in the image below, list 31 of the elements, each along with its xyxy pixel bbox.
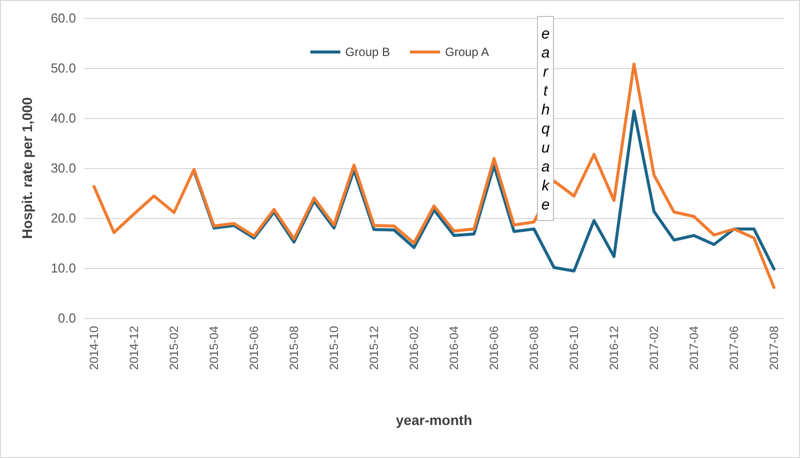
x-tick-label: 2016-04 [447,326,461,370]
x-tick-label: 2017-06 [727,326,741,370]
y-tick-label: 30.0 [50,160,76,176]
x-tick-label: 2015-04 [207,326,221,370]
x-tick-label: 2017-04 [687,326,701,370]
y-tick-label: 60.0 [50,10,76,26]
x-tick-label: 2016-02 [407,326,421,370]
x-tick-label: 2015-10 [327,326,341,370]
text: earthquake [541,26,550,214]
y-tick-label: 0.0 [58,310,76,326]
legend-label: Group B [345,45,390,59]
x-axis-title: year-month [396,412,472,428]
y-tick-label: 20.0 [50,210,76,226]
x-tick-label: 2014-10 [87,326,101,370]
line-series [92,62,776,289]
x-tick-label: 2015-02 [167,326,181,370]
x-tick-label: 2015-06 [247,326,261,370]
y-tick-label: 40.0 [50,110,76,126]
x-tick-label: 2015-08 [287,326,301,370]
y-tick-label: 10.0 [50,260,76,276]
x-tick-label: 2016-08 [527,326,541,370]
y-tick-label: 50.0 [50,60,76,76]
x-tick-label: 2016-12 [607,326,621,370]
x-tick-label: 2016-10 [567,326,581,370]
x-tick-label: 2014-12 [127,326,141,370]
legend-label: Group A [445,45,490,59]
x-tick-label: 2016-06 [487,326,501,370]
x-tick-label: 2017-02 [647,326,661,370]
y-axis-title: Hospit. rate per 1,000 [19,96,35,239]
x-tick-label: 2015-12 [367,326,381,370]
x-tick-label: 2017-08 [767,326,781,370]
